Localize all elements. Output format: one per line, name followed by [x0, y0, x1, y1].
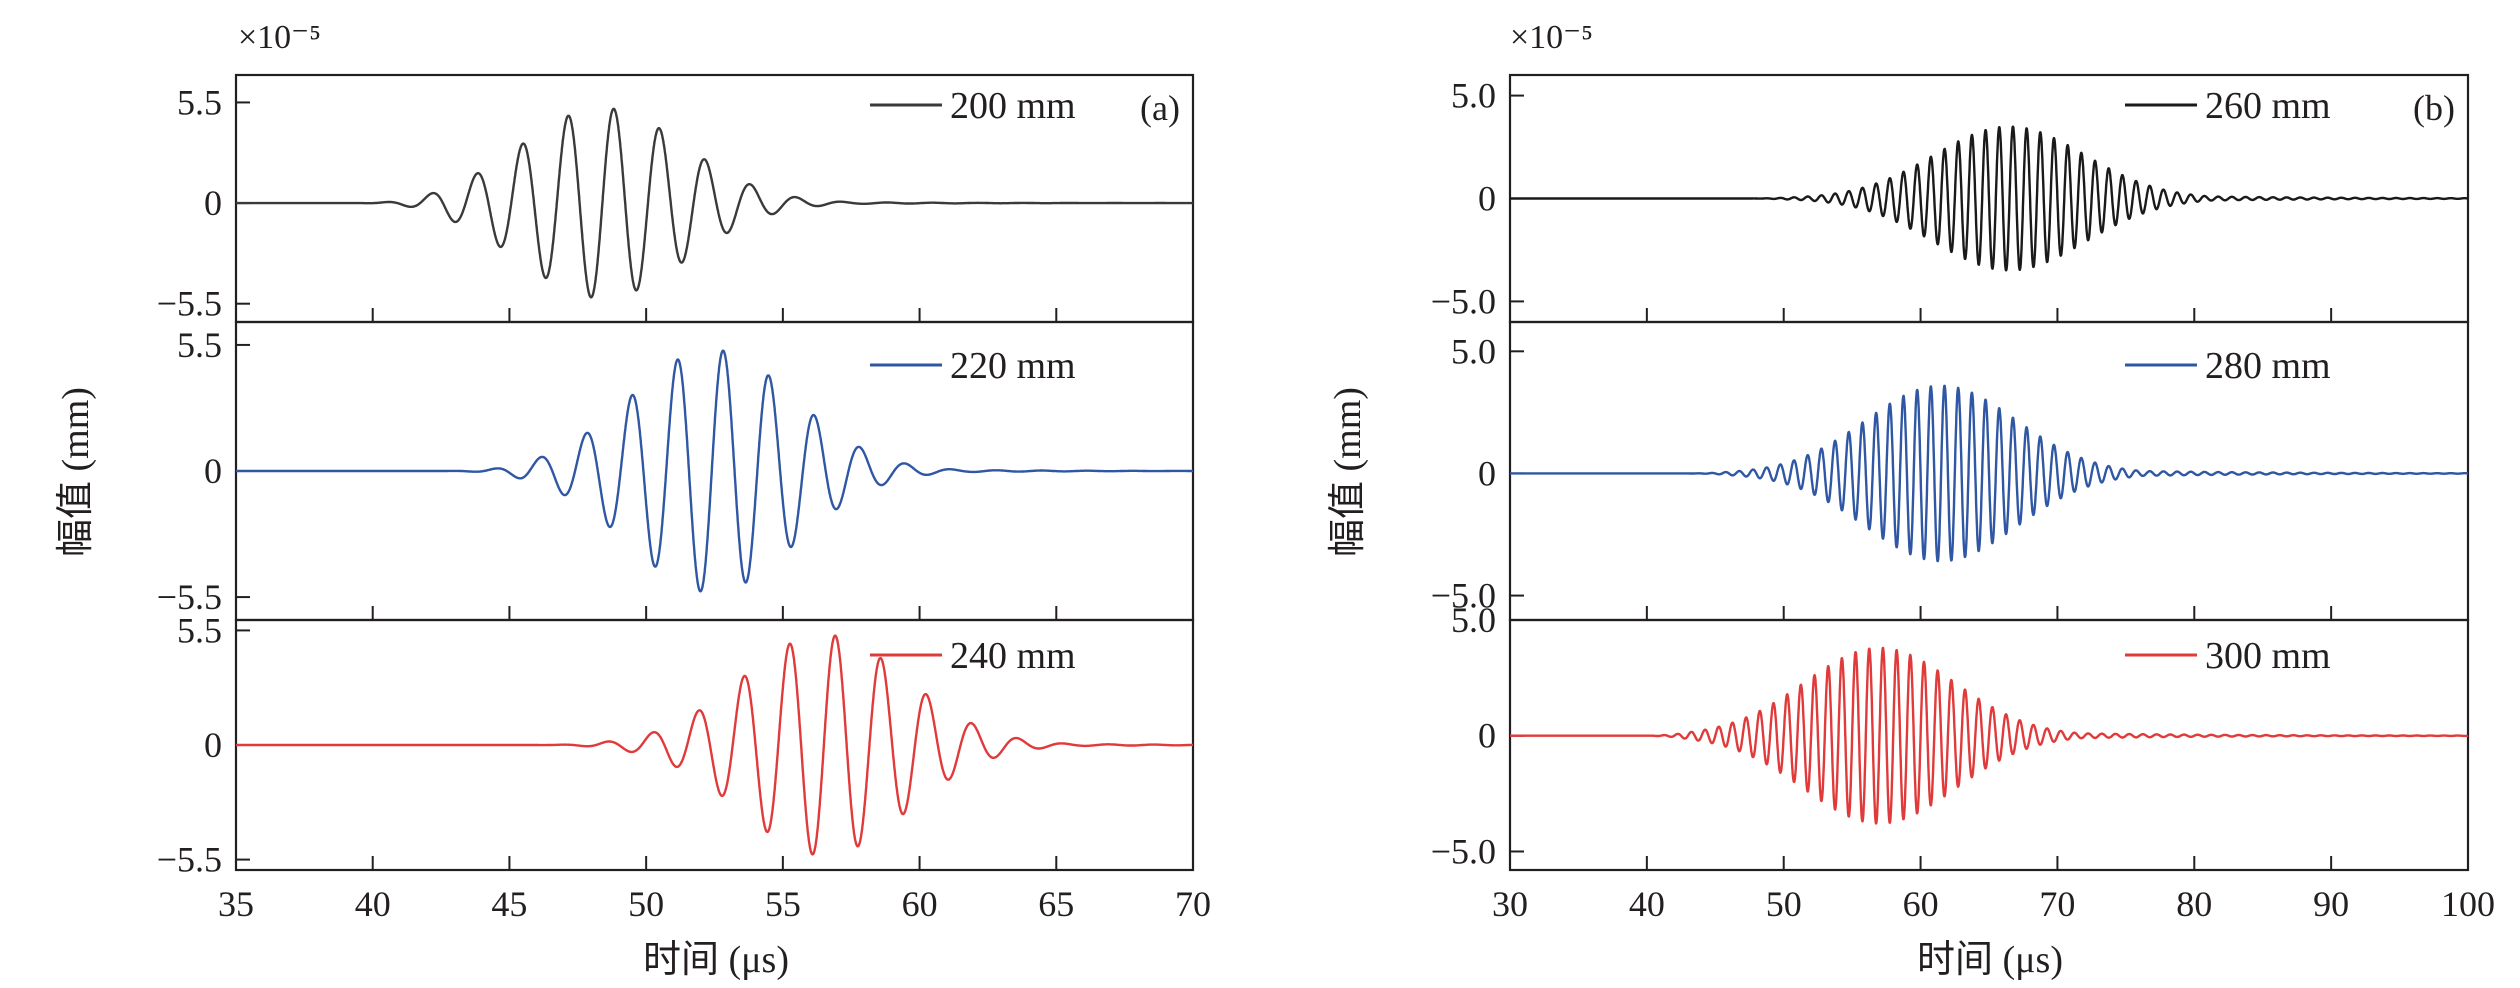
- panel-1-subplot-0-y-tick-label: 5.0: [1451, 76, 1496, 116]
- panel-1-x-tick-label: 60: [1903, 884, 1939, 924]
- legend-label-300-mm: 300 mm: [2205, 635, 2331, 677]
- panel-0-subplot-2-y-tick-label: 5.5: [177, 610, 222, 650]
- panel-0-multiplier: ×10⁻⁵: [238, 19, 321, 56]
- panel-0-x-axis-title: 时间 (μs): [643, 939, 789, 981]
- legend-label-280-mm: 280 mm: [2205, 345, 2331, 387]
- panel-1-x-axis-title: 时间 (μs): [1917, 939, 2063, 981]
- series-line-300-mm: [1509, 646, 2469, 825]
- panel-1-y-axis-title: 幅值 (mm): [1327, 387, 1369, 557]
- panel-0-x-tick-label: 55: [765, 884, 801, 924]
- panel-1-x-tick-label: 30: [1492, 884, 1528, 924]
- panel-0-subplot-2-y-tick-label: 0: [204, 725, 222, 765]
- series-line-200-mm: [235, 107, 1194, 299]
- panel-1-subplot-1-y-tick-label: 0: [1478, 453, 1496, 493]
- series-line-260-mm: [1509, 125, 2469, 272]
- legend-label-200-mm: 200 mm: [950, 85, 1076, 127]
- panel-1-subplot-0-y-tick-label: −5.0: [1431, 281, 1496, 321]
- panel-0-subplot-1-y-tick-label: 5.5: [177, 325, 222, 365]
- panel-0-x-tick-label: 40: [355, 884, 391, 924]
- panel-0-x-tick-label: 60: [902, 884, 938, 924]
- panel-1-subplot-2-y-tick-label: −5.0: [1431, 831, 1496, 871]
- panel-0-x-tick-label: 50: [628, 884, 664, 924]
- panel-0-subplot-1-y-tick-label: −5.5: [157, 577, 222, 617]
- panel-1-subplot-0-y-tick-label: 0: [1478, 179, 1496, 219]
- panel-0-subplot-0-y-tick-label: 0: [204, 183, 222, 223]
- legend-label-260-mm: 260 mm: [2205, 85, 2331, 127]
- panel-0-x-tick-label: 70: [1175, 884, 1211, 924]
- panel-1-subplot-2-frame: [1508, 618, 2470, 872]
- panel-1-x-tick-label: 50: [1766, 884, 1802, 924]
- panel-1-multiplier: ×10⁻⁵: [1510, 19, 1593, 56]
- series-line-220-mm: [235, 349, 1194, 593]
- panel-0-label: (a): [1140, 88, 1180, 128]
- legend-label-220-mm: 220 mm: [950, 345, 1076, 387]
- panel-1-label: (b): [2413, 88, 2455, 128]
- panel-0-subplot-2-y-tick-label: −5.5: [157, 840, 222, 880]
- series-line-280-mm: [1509, 384, 2469, 563]
- panel-1-x-tick-label: 40: [1629, 884, 1665, 924]
- panel-1-x-tick-label: 100: [2441, 884, 2495, 924]
- panel-0-subplot-0-y-tick-label: 5.5: [177, 82, 222, 122]
- panel-1-subplot-2-y-tick-label: 0: [1478, 716, 1496, 756]
- legend-label-240-mm: 240 mm: [950, 635, 1076, 677]
- panel-0-subplot-0-y-tick-label: −5.5: [157, 284, 222, 324]
- panel-1-x-tick-label: 70: [2039, 884, 2075, 924]
- panel-1-subplot-1-y-tick-label: 5.0: [1451, 331, 1496, 371]
- panel-1-subplot-1-y-tick-label: −5.0: [1431, 576, 1496, 616]
- panel-0-x-tick-label: 35: [218, 884, 254, 924]
- panel-0-y-axis-title: 幅值 (mm): [55, 387, 97, 557]
- panel-0-x-tick-label: 65: [1038, 884, 1074, 924]
- panel-1-x-tick-label: 90: [2313, 884, 2349, 924]
- series-line-240-mm: [235, 634, 1194, 856]
- panel-0-subplot-1-y-tick-label: 0: [204, 451, 222, 491]
- panel-1-subplot-2-y-tick-label: 5.0: [1451, 600, 1496, 640]
- panel-0-x-tick-label: 45: [491, 884, 527, 924]
- panel-1-x-tick-label: 80: [2176, 884, 2212, 924]
